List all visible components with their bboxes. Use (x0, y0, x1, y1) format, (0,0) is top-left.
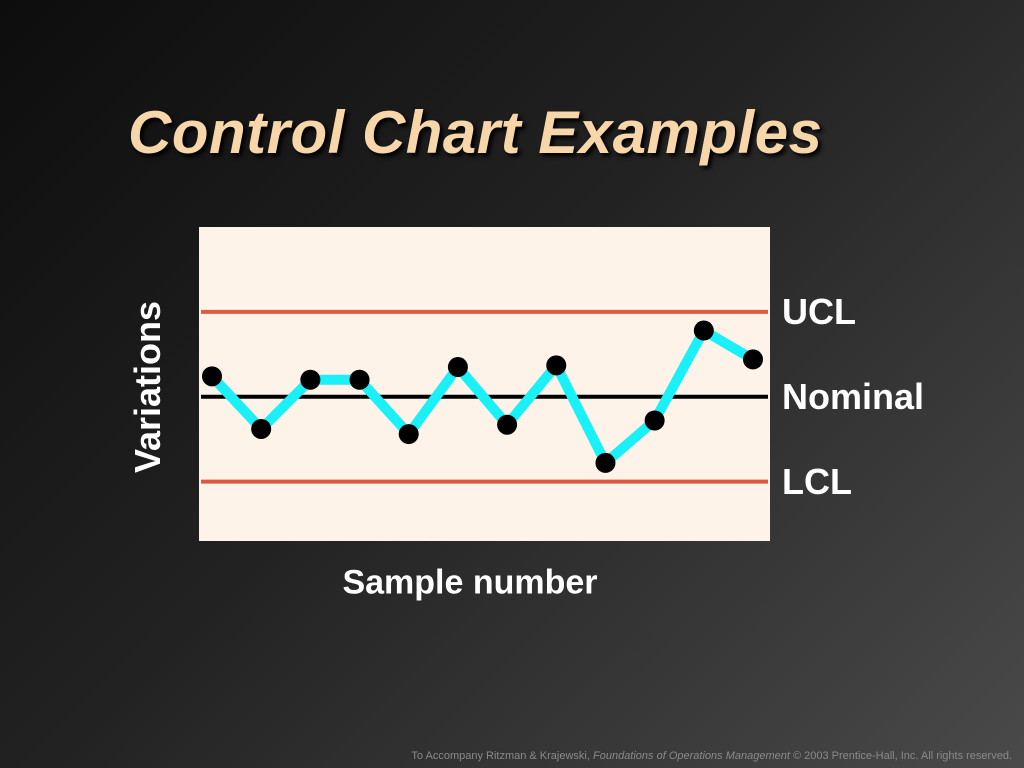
data-point-3 (300, 369, 321, 390)
series-line (208, 325, 756, 468)
slide-title: Control Chart Examples (128, 99, 823, 166)
data-point-12 (743, 349, 763, 370)
footer-credit: To Accompany Ritzman & Krajewski, Founda… (411, 750, 1012, 762)
nominal-label: Nominal (782, 375, 925, 417)
y-axis-label: Variations (127, 300, 168, 474)
data-point-4 (349, 369, 370, 390)
data-points (202, 320, 763, 473)
ucl-label: UCL (782, 290, 856, 332)
data-point-9 (595, 452, 616, 473)
footer-suffix: © 2003 Prentice-Hall, Inc. All rights re… (789, 750, 1012, 762)
data-point-10 (644, 410, 665, 431)
data-point-8 (546, 355, 567, 376)
data-point-2 (251, 418, 272, 439)
plot-area (199, 227, 770, 541)
lcl-label: LCL (782, 460, 852, 502)
data-point-1 (202, 366, 222, 387)
data-point-5 (398, 424, 419, 445)
footer-book-title: Foundations of Operations Management (593, 750, 790, 762)
x-axis-label: Sample number (342, 563, 598, 602)
footer-prefix: To Accompany Ritzman & Krajewski, (411, 750, 593, 762)
data-point-7 (497, 414, 518, 435)
data-point-6 (447, 357, 468, 378)
data-point-11 (693, 320, 714, 341)
